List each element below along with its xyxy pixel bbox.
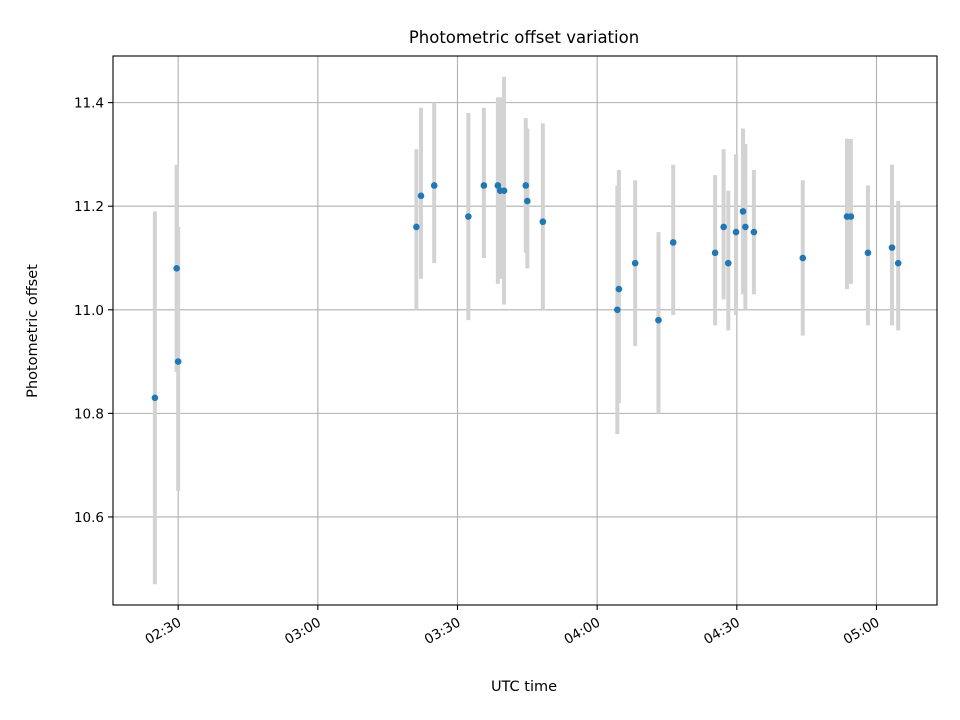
data-point [711, 249, 719, 257]
data-point [174, 358, 182, 365]
data-point [151, 394, 159, 402]
data-point [847, 213, 855, 220]
data-point [522, 182, 530, 189]
data-point [631, 259, 639, 267]
data-point [750, 228, 758, 236]
data-point [799, 254, 807, 262]
y-axis-label: Photometric offset [25, 264, 41, 398]
data-point [888, 244, 896, 251]
data-points [151, 182, 902, 402]
data-point [465, 213, 472, 220]
data-point [742, 223, 749, 231]
data-point [494, 182, 502, 189]
data-point [720, 223, 727, 231]
data-point [894, 259, 902, 267]
data-point [430, 182, 438, 189]
chart-title: Photometric offset variation [409, 28, 639, 47]
y-tick-label: 11.0 [74, 303, 104, 319]
data-point [500, 187, 508, 194]
data-point [480, 182, 488, 189]
y-tick-label: 11.4 [74, 96, 104, 112]
plot-frame [112, 55, 938, 606]
data-point [539, 218, 547, 226]
y-tick-label: 10.6 [74, 510, 104, 526]
data-point [614, 306, 621, 314]
data-point [732, 228, 740, 236]
data-point [524, 197, 531, 205]
data-point [739, 208, 747, 215]
data-point [413, 223, 420, 231]
data-point [615, 285, 623, 293]
x-axis-label: UTC time [491, 679, 557, 695]
grid [113, 56, 937, 605]
y-tick-label: 11.2 [74, 199, 104, 215]
data-point [864, 249, 872, 257]
data-point [655, 316, 662, 324]
data-point [669, 239, 677, 246]
data-point [724, 259, 732, 267]
data-point [173, 265, 180, 272]
data-point [417, 192, 425, 200]
y-tick-label: 10.8 [74, 406, 104, 422]
